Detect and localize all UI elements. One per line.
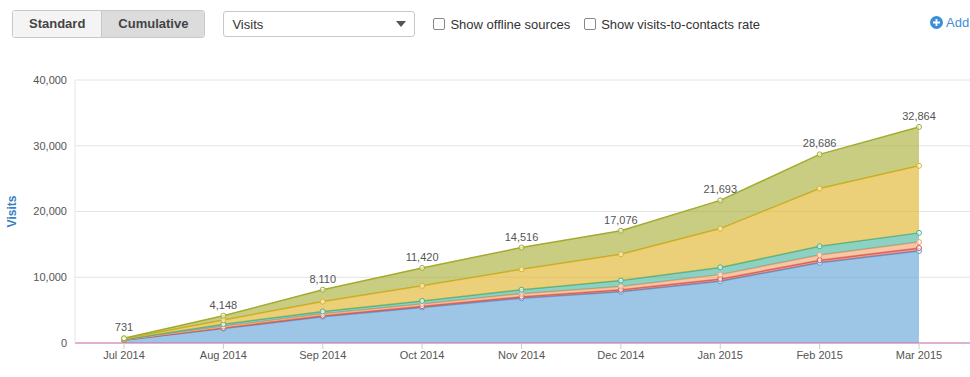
svg-text:10,000: 10,000 [33,271,67,283]
html-text:Show offline sources: Show offline sources [450,16,571,32]
svg-text:32,864: 32,864 [902,110,936,122]
svg-text:14,516: 14,516 [505,231,539,243]
html-text:Add: Add [946,15,970,30]
svg-text:Jan 2015: Jan 2015 [698,349,743,361]
svg-text:Aug 2014: Aug 2014 [200,349,247,361]
svg-text:Sep 2014: Sep 2014 [299,349,346,361]
svg-text:Visits: Visits [8,195,19,227]
html-text:Visits: Visits [232,16,264,32]
svg-text:8,110: 8,110 [309,273,336,285]
html-text:Show visits-to-contacts rate: Show visits-to-contacts rate [601,16,761,32]
svg-text:28,686: 28,686 [803,137,837,149]
svg-text:Nov 2014: Nov 2014 [498,349,545,361]
svg-text:Jul 2014: Jul 2014 [103,349,145,361]
svg-text:21,693: 21,693 [703,183,737,195]
svg-text:40,000: 40,000 [33,74,67,86]
html-text:Standard: Standard [29,16,86,31]
svg-text:Feb 2015: Feb 2015 [796,349,842,361]
svg-text:17,076: 17,076 [604,214,638,226]
svg-text:30,000: 30,000 [33,140,67,152]
svg-text:20,000: 20,000 [33,205,67,217]
svg-text:Dec 2014: Dec 2014 [597,349,644,361]
svg-text:11,420: 11,420 [406,251,439,263]
svg-text:Mar 2015: Mar 2015 [896,349,942,361]
svg-text:Oct 2014: Oct 2014 [400,349,445,361]
svg-text:731: 731 [115,321,133,333]
svg-text:4,148: 4,148 [210,299,238,311]
svg-text:0: 0 [61,337,67,349]
html-text:Cumulative: Cumulative [118,16,189,31]
